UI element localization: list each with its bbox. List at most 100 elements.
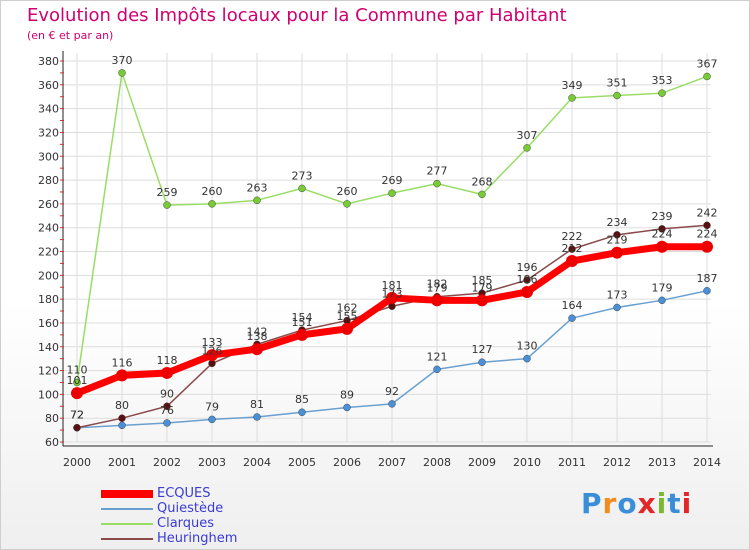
data-label: 81 (250, 398, 264, 411)
y-tick-label: 120 (38, 365, 59, 378)
x-tick-label: 2003 (198, 456, 226, 469)
data-point (611, 246, 623, 259)
logo-letter: r (602, 487, 618, 520)
data-point (116, 369, 128, 382)
logo-letter: i (656, 487, 668, 520)
data-label: 80 (115, 399, 129, 412)
data-point (251, 343, 263, 356)
data-label: 277 (427, 165, 448, 178)
data-point (161, 366, 173, 379)
data-point (523, 354, 531, 363)
data-point (163, 201, 171, 209)
logo-letter: t (667, 487, 682, 520)
data-point (388, 189, 396, 197)
data-label: 127 (472, 343, 493, 356)
legend-label: Clarques (157, 516, 215, 531)
data-point (523, 276, 531, 284)
data-label: 273 (292, 169, 313, 182)
logo-letter: P (581, 487, 603, 520)
data-point (73, 378, 81, 387)
data-label: 222 (562, 230, 583, 243)
data-point (523, 144, 531, 152)
data-label: 268 (472, 175, 493, 188)
data-point (703, 221, 711, 230)
data-label: 234 (607, 216, 628, 229)
data-label: 179 (652, 281, 673, 294)
data-point (208, 200, 216, 208)
legend-swatch (101, 538, 153, 540)
data-label: 154 (292, 311, 313, 324)
data-label: 186 (517, 273, 538, 286)
data-label: 239 (652, 210, 673, 223)
data-label: 307 (517, 129, 538, 142)
data-point (658, 225, 666, 233)
data-label: 260 (202, 185, 223, 198)
data-point (343, 200, 351, 208)
y-tick-label: 180 (38, 293, 59, 306)
data-label: 72 (70, 409, 84, 422)
data-point (521, 285, 533, 298)
data-label: 219 (607, 234, 628, 247)
data-label: 185 (472, 274, 493, 287)
data-label: 164 (562, 299, 583, 312)
y-tick-label: 220 (38, 246, 59, 259)
data-point (253, 196, 261, 205)
data-label: 179 (427, 281, 448, 294)
data-point (386, 291, 398, 304)
y-tick-label: 160 (38, 317, 59, 330)
data-label: 182 (427, 278, 448, 291)
data-point (298, 184, 306, 193)
data-point (568, 314, 576, 322)
data-point (296, 328, 308, 341)
legend-swatch (101, 508, 153, 510)
data-point (568, 94, 576, 102)
data-label: 173 (382, 287, 403, 300)
chart-subtitle: (en € et par an) (27, 29, 114, 42)
logo-letter: o (617, 487, 638, 520)
data-point (253, 413, 261, 421)
logo-letter: i (681, 487, 693, 520)
data-label: 367 (697, 57, 718, 70)
y-tick-label: 340 (38, 103, 59, 116)
data-label: 121 (427, 350, 448, 363)
data-label: 101 (67, 374, 88, 387)
data-point (703, 287, 711, 295)
data-label: 242 (697, 206, 718, 219)
data-label: 79 (205, 400, 219, 413)
x-tick-label: 2002 (153, 456, 181, 469)
data-point (478, 190, 486, 199)
data-label: 126 (202, 344, 223, 357)
data-label: 173 (607, 288, 628, 301)
x-tick-label: 2014 (693, 456, 721, 469)
legend-swatch (101, 523, 153, 525)
data-point (656, 240, 668, 253)
data-label: 187 (697, 272, 718, 285)
data-label: 212 (562, 242, 583, 255)
data-label: 85 (295, 393, 309, 406)
data-label: 224 (652, 228, 673, 241)
data-point (118, 69, 126, 77)
x-tick-label: 2007 (378, 456, 406, 469)
data-point (208, 415, 216, 424)
x-tick-label: 2005 (288, 456, 316, 469)
data-label: 138 (247, 330, 268, 343)
y-tick-label: 100 (38, 388, 59, 401)
y-tick-label: 240 (38, 222, 59, 235)
legend-label: Heuringhem (157, 531, 238, 546)
data-label: 133 (202, 336, 223, 349)
y-tick-label: 80 (45, 412, 59, 425)
data-point (476, 294, 488, 307)
data-label: 162 (337, 302, 358, 315)
x-tick-label: 2011 (558, 456, 586, 469)
data-label: 260 (337, 185, 358, 198)
data-point (71, 387, 83, 400)
data-point (118, 421, 126, 430)
y-tick-label: 140 (38, 341, 59, 354)
data-point (388, 400, 396, 408)
data-point (433, 179, 441, 188)
data-label: 142 (247, 325, 268, 338)
data-label: 181 (382, 279, 403, 292)
data-point (73, 423, 81, 432)
